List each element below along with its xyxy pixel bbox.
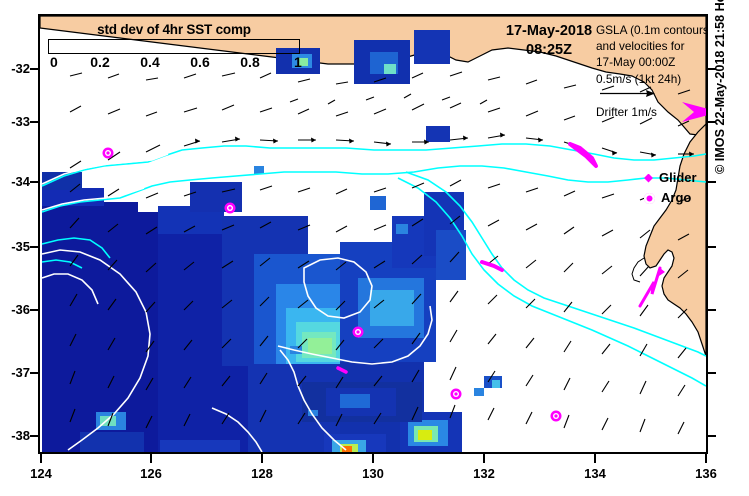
note-line-1: GSLA (0.1m contours): [596, 23, 708, 37]
annotation-notes: GSLA (0.1m contours) and velocities for …: [596, 22, 708, 123]
y-tick-mark-right-3: [708, 246, 716, 248]
colorbar-ticklabels: 0 0.2 0.4 0.6 0.8 1: [48, 54, 302, 70]
note-line-2: and velocities for: [596, 39, 685, 54]
platform-legend: Glider Argo: [644, 168, 697, 208]
timestamp-block: 17-May-2018 08:25Z: [489, 22, 609, 60]
map-layers: [40, 16, 706, 452]
colorbar-gradient: [48, 39, 300, 54]
colorbar-tick-2: 0.4: [140, 54, 160, 70]
diamond-marker-icon: [644, 173, 653, 183]
argo-markers: [102, 147, 562, 422]
y-tick-mark-2: [30, 181, 38, 183]
note-line-5-text: Drifter 1m/s: [596, 105, 657, 120]
colorbar: std dev of 4hr SST comp 0 0.2 0.4 0.6 0.…: [48, 22, 302, 70]
note-line-3: 17-May 00:00Z: [596, 55, 676, 70]
glider-tracks: [336, 142, 598, 374]
y-tick-label-1: -33: [11, 114, 30, 129]
gsla-contours-white: [41, 153, 433, 452]
x-tick-label-6: 136: [695, 466, 717, 481]
y-tick-mark-5: [30, 372, 38, 374]
y-tick-mark-right-6: [708, 435, 716, 437]
drifter-track: [638, 266, 665, 308]
y-tick-label-3: -35: [11, 239, 30, 254]
y-tick-label-2: -34: [11, 174, 30, 189]
x-tick-label-2: 128: [251, 466, 273, 481]
note-line-4: 0.5m/s (1kt 24h): [596, 71, 682, 86]
y-tick-label-5: -37: [11, 365, 30, 380]
colorbar-tick-3: 0.6: [190, 54, 210, 70]
colorbar-tick-5: 1: [294, 54, 302, 70]
y-tick-mark-right-0: [708, 68, 716, 70]
x-tick-label-0: 124: [30, 466, 52, 481]
x-tick-mark-5: [594, 454, 596, 463]
y-tick-mark-right-5: [708, 372, 716, 374]
coast-bay-detail: [631, 257, 645, 283]
x-tick-label-4: 132: [473, 466, 495, 481]
x-tick-mark-2: [261, 454, 263, 463]
y-tick-label-0: -32: [11, 61, 30, 76]
y-tick-mark-0: [30, 68, 38, 70]
y-tick-mark-6: [30, 435, 38, 437]
drifter-scale-arrow-icon: [682, 102, 706, 123]
y-tick-label-4: -36: [11, 302, 30, 317]
legend-label-glider: Glider: [659, 170, 697, 185]
gsla-contours-cyan: [41, 143, 706, 387]
y-tick-mark-4: [30, 309, 38, 311]
velocity-scale-arrow-icon: [600, 89, 655, 97]
hexagon-marker-icon: [644, 192, 655, 204]
y-tick-mark-right-2: [708, 181, 716, 183]
x-tick-mark-6: [705, 454, 707, 463]
x-tick-mark-1: [150, 454, 152, 463]
colorbar-tick-0: 0: [50, 54, 58, 70]
y-tick-mark-right-1: [708, 121, 716, 123]
colorbar-title: std dev of 4hr SST comp: [97, 22, 251, 37]
credit-text: © IMOS 22-May-2018 21:58 Hobart Time: [713, 0, 727, 174]
x-tick-mark-3: [372, 454, 374, 463]
velocity-vectors: [69, 71, 694, 435]
colorbar-tick-4: 0.8: [240, 54, 260, 70]
legend-item-glider: Glider: [644, 168, 697, 188]
sst-field-scattered: [254, 30, 502, 422]
map-plot-area: std dev of 4hr SST comp 0 0.2 0.4 0.6 0.…: [38, 14, 708, 454]
legend-item-argo: Argo: [644, 188, 697, 208]
colorbar-tick-1: 0.2: [90, 54, 110, 70]
x-tick-mark-0: [40, 454, 42, 463]
land-east-coast: [643, 123, 706, 357]
sst-field-southwest: [42, 172, 466, 452]
y-tick-mark-1: [30, 121, 38, 123]
x-tick-label-3: 130: [362, 466, 384, 481]
x-tick-mark-4: [483, 454, 485, 463]
y-tick-mark-3: [30, 246, 38, 248]
x-tick-label-5: 134: [584, 466, 606, 481]
note-line-5: Drifter 1m/s: [596, 102, 706, 123]
legend-label-argo: Argo: [661, 190, 692, 205]
timestamp-date: 17-May-2018: [505, 23, 593, 39]
y-tick-label-6: -38: [11, 428, 30, 443]
y-tick-mark-right-4: [708, 309, 716, 311]
x-tick-label-1: 126: [140, 466, 162, 481]
timestamp-time: 08:25Z: [526, 42, 572, 58]
